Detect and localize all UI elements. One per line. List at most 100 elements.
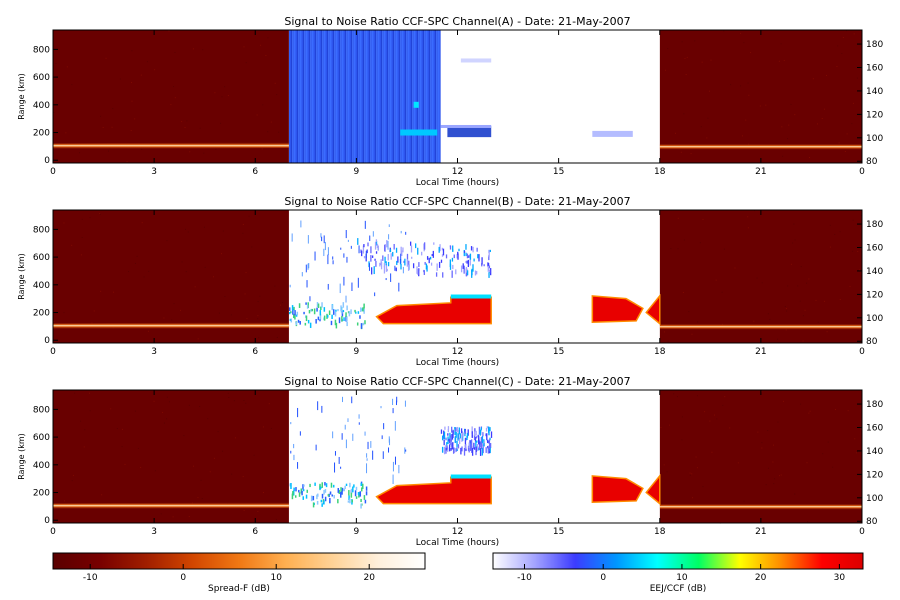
ccf-echo — [406, 259, 408, 267]
spread-f-speckle — [261, 148, 263, 150]
echo-speck — [338, 317, 341, 324]
spread-f-speckle — [857, 250, 859, 252]
spread-f-speckle — [852, 102, 854, 104]
spread-f-speckle — [146, 61, 148, 63]
spread-f-speckle — [53, 152, 55, 154]
spread-f-speckle — [203, 152, 205, 154]
echo-speck — [294, 315, 296, 320]
spread-f-speckle — [860, 214, 862, 216]
ccf-echo — [465, 447, 467, 452]
spread-f-speckle — [706, 137, 708, 139]
spread-f-speckle — [270, 121, 272, 123]
ccf-echo — [451, 426, 453, 433]
ccf-echo — [473, 428, 476, 436]
y-tick-label: 200 — [33, 309, 50, 319]
echo-speck — [319, 310, 322, 316]
spread-f-speckle — [207, 418, 209, 420]
echo-speck — [302, 484, 304, 490]
ccf-echo — [452, 442, 454, 450]
panel-title: Signal to Noise Ratio CCF-SPC Channel(C)… — [284, 375, 630, 388]
spread-f-speckle — [663, 331, 665, 333]
spread-f-speckle — [187, 231, 189, 233]
x-tick-label: 0 — [859, 527, 865, 537]
ccf-echo — [488, 428, 490, 436]
spread-f-speckle — [680, 151, 682, 153]
spread-f-speckle — [847, 410, 849, 412]
echo-speck — [382, 451, 384, 459]
echo-speck — [341, 309, 343, 314]
spread-f-speckle — [666, 471, 668, 473]
spread-f-speckle — [842, 37, 844, 39]
spread-f-speckle — [244, 293, 246, 295]
echo-speck — [315, 444, 317, 451]
spread-f-speckle — [163, 422, 165, 424]
echo-speck — [324, 488, 327, 493]
echo-speck — [310, 308, 312, 312]
ccf-echo — [390, 253, 392, 260]
spread-f-speckle — [220, 122, 222, 124]
echo-speck — [388, 447, 390, 453]
spread-f-speckle — [836, 65, 838, 67]
spread-f-speckle — [281, 301, 283, 303]
x-tick-label: 18 — [654, 527, 666, 537]
echo-speck — [305, 494, 308, 499]
ccf-echo — [465, 252, 467, 257]
spread-f-speckle — [794, 114, 796, 116]
echo-speck — [290, 318, 293, 323]
eej-echo-edge — [450, 474, 492, 479]
x-tick-label: 15 — [553, 527, 564, 537]
ccf-echo — [380, 259, 382, 265]
ccf-echo — [406, 253, 409, 261]
echo-speck — [354, 490, 357, 497]
spread-f-speckle — [168, 401, 170, 403]
echo-speck — [328, 493, 330, 498]
x-tick-label: 0 — [859, 347, 865, 357]
echo-speck — [337, 488, 340, 493]
echo-speck — [327, 254, 329, 265]
spread-f-speckle — [799, 300, 801, 302]
spread-f-speckle — [743, 42, 745, 44]
spread-f-speckle — [663, 464, 665, 466]
ccf-echo — [389, 249, 392, 253]
ccf-echo — [455, 431, 457, 438]
ccf-echo — [425, 263, 428, 270]
echo-speck — [348, 311, 351, 317]
echo-speck — [367, 441, 369, 450]
ccf-echo — [457, 253, 459, 260]
ccf-echo — [363, 255, 366, 259]
ccf-echo — [461, 446, 463, 452]
echo-speck — [319, 314, 322, 320]
colorbar-gradient — [52, 552, 426, 570]
ccf-echo — [466, 260, 468, 264]
spread-f-speckle — [794, 493, 796, 495]
spread-f-speckle — [131, 82, 133, 84]
spread-f-speckle — [267, 131, 269, 133]
echo-speck — [404, 400, 406, 407]
spread-f-speckle — [228, 396, 230, 398]
spread-f-speckle — [126, 161, 128, 163]
y2-tick-label: 100 — [866, 134, 883, 144]
ccf-echo — [373, 266, 375, 275]
ccf-echo — [459, 433, 461, 439]
ccf-echo — [463, 250, 466, 253]
echo-speck — [366, 463, 368, 474]
spread-f-speckle — [808, 412, 810, 414]
spread-f-speckle — [696, 467, 698, 469]
spread-f-speckle — [166, 396, 168, 398]
ccf-echo — [478, 445, 481, 450]
ccf-echo — [380, 261, 383, 270]
y-axis-label: Range (km) — [17, 433, 26, 480]
echo-speck — [295, 487, 297, 492]
ccf-echo — [487, 445, 489, 449]
spread-f-speckle — [93, 310, 95, 312]
y2-tick-label: 120 — [866, 110, 883, 120]
echo-speck — [394, 421, 396, 431]
echo-speck — [302, 496, 305, 500]
spread-f-speckle — [697, 321, 699, 323]
spread-f-speckle — [91, 322, 93, 324]
echo-speck — [317, 493, 319, 497]
echo-speck — [364, 431, 366, 436]
echo-speck — [351, 499, 353, 503]
ccf-echo — [447, 433, 449, 436]
spread-f-speckle — [730, 84, 732, 86]
